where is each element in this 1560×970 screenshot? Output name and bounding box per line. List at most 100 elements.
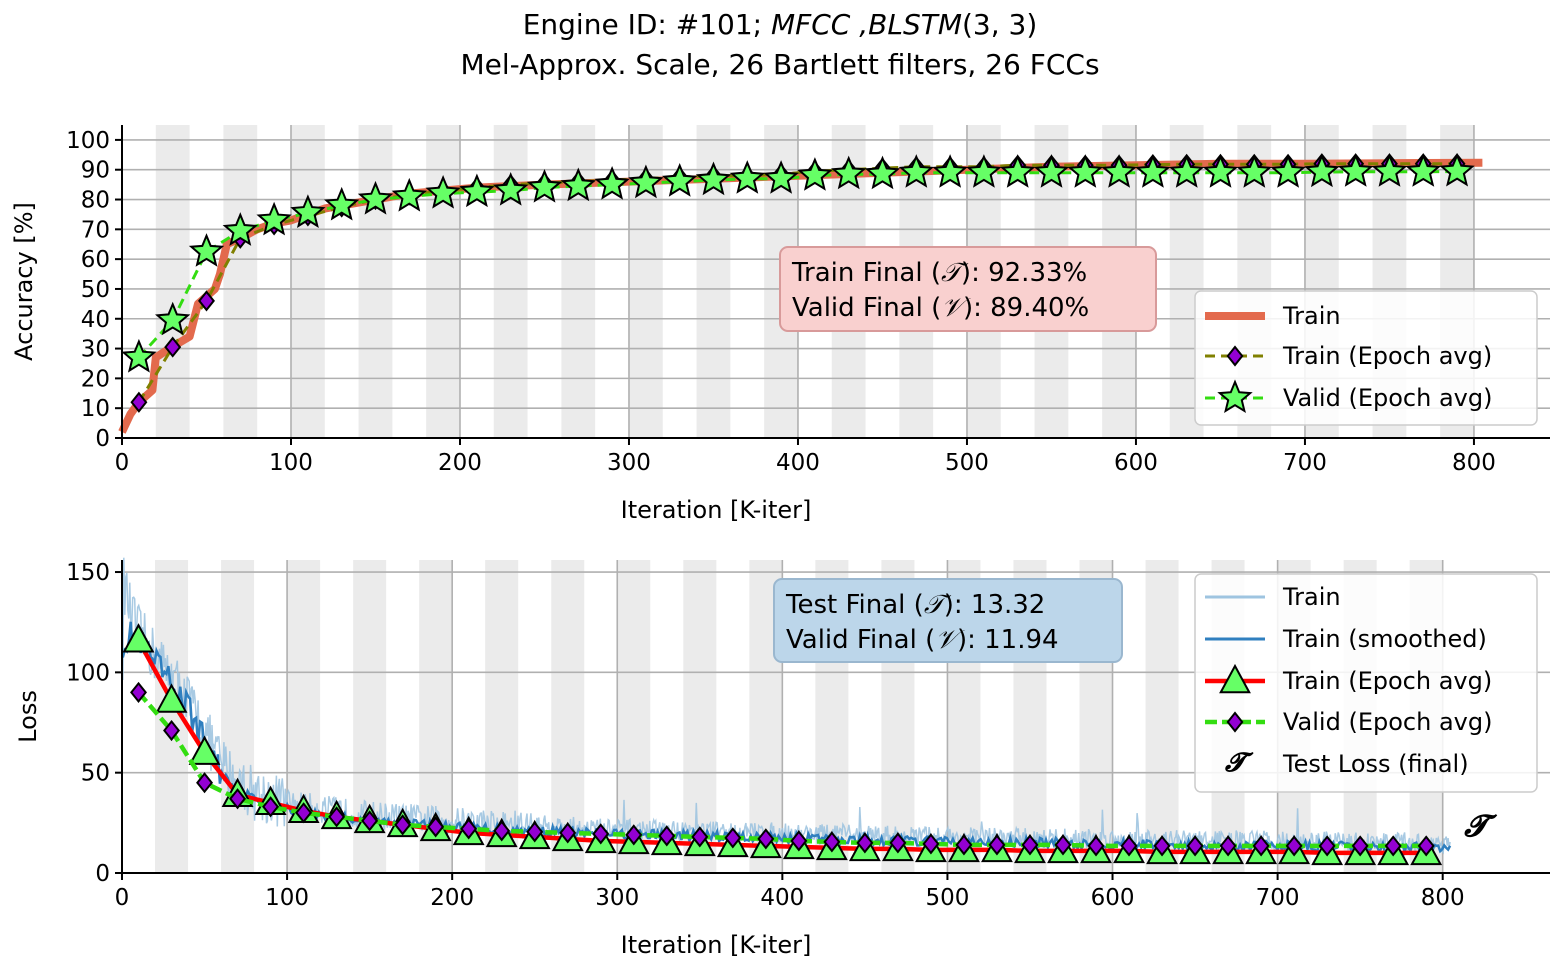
data-point-diamond bbox=[724, 827, 742, 849]
band bbox=[551, 560, 585, 873]
annotation-paren-open: ( bbox=[931, 293, 941, 323]
data-point-diamond bbox=[922, 833, 940, 855]
data-point-star bbox=[1304, 153, 1340, 188]
data-point-diamond bbox=[1252, 835, 1270, 857]
data-point-star bbox=[425, 174, 461, 209]
data-point-diamond bbox=[988, 834, 1006, 856]
legend-marker bbox=[1226, 711, 1244, 733]
data-point-diamond bbox=[592, 823, 610, 845]
y-tick-label: 150 bbox=[66, 560, 110, 586]
data-point-star bbox=[966, 154, 1002, 188]
y-tick-label: 10 bbox=[81, 396, 110, 422]
data-point-star bbox=[121, 338, 157, 373]
data-point-diamond bbox=[493, 820, 511, 842]
x-tick-label: 0 bbox=[115, 885, 130, 911]
data-point-diamond bbox=[856, 832, 874, 854]
loss-axes: 𝓣 0 100 200 300 400 500 600 700 800 0 50 100 150 Itera… bbox=[14, 557, 1550, 959]
series-valid-epoch-avg- bbox=[121, 152, 1475, 373]
y-tick-label: 0 bbox=[95, 426, 110, 452]
y-tick-label: 100 bbox=[66, 128, 110, 154]
annotation-paren-close: ) bbox=[963, 293, 973, 323]
x-tick-label: 300 bbox=[595, 885, 639, 911]
title-math: MFCC ,BLSTM bbox=[770, 8, 962, 41]
legend-label: Valid (Epoch avg) bbox=[1283, 384, 1492, 412]
x-tick-label: 600 bbox=[1114, 450, 1158, 476]
chart-title-line-1: Engine ID: #101; MFCC ,BLSTM(3, 3) bbox=[0, 8, 1560, 41]
annotation-background bbox=[773, 578, 1123, 663]
data-point-star bbox=[1371, 153, 1408, 187]
data-point-star bbox=[864, 155, 901, 190]
data-point-star bbox=[155, 301, 191, 336]
data-point-diamond bbox=[559, 822, 577, 844]
data-point-star bbox=[898, 154, 934, 188]
x-tick-label: 200 bbox=[430, 885, 474, 911]
legend-label: Train (smoothed) bbox=[1282, 625, 1487, 653]
annotation-box: Train Final (𝒯): 92.33% Valid Final (𝒱): … bbox=[779, 246, 1157, 332]
data-point-star bbox=[628, 164, 664, 199]
y-tick-label: 50 bbox=[81, 761, 110, 787]
data-point-star bbox=[1033, 154, 1070, 188]
x-tick-label: 700 bbox=[1283, 450, 1327, 476]
data-point-diamond bbox=[262, 796, 280, 818]
band bbox=[287, 560, 321, 873]
band bbox=[1145, 560, 1179, 873]
series-line bbox=[136, 690, 1427, 849]
series-valid-epoch-avg- bbox=[130, 681, 1435, 857]
x-tick-label: 0 bbox=[115, 450, 130, 476]
data-point-star bbox=[357, 180, 394, 215]
x-tick-label: 500 bbox=[945, 450, 989, 476]
data-point-diamond bbox=[1186, 835, 1204, 857]
y-tick-label: 80 bbox=[81, 188, 110, 214]
x-tick-label: 300 bbox=[607, 450, 651, 476]
data-point-diamond bbox=[229, 788, 247, 810]
series-train-epoch-avg- bbox=[122, 623, 1443, 866]
annotation-paren-open: ( bbox=[931, 258, 941, 288]
annotation-box: Test Final (𝒯): 13.32 Valid Final (𝒱): 11… bbox=[773, 578, 1123, 663]
series-line bbox=[137, 170, 1458, 359]
annotation-paren-close: ) bbox=[957, 625, 967, 655]
series-line bbox=[137, 162, 1458, 403]
y-axis-label: Accuracy [%] bbox=[10, 202, 38, 361]
chart-title-line-2: Mel-Approx. Scale, 26 Bartlett filters, … bbox=[460, 48, 1100, 81]
annotation-text: Valid Final (𝒱): 89.40% bbox=[792, 293, 1089, 323]
x-tick-label: 200 bbox=[438, 450, 482, 476]
data-point-star bbox=[493, 171, 529, 206]
annotation-text: Valid Final (𝒱): 11.94 bbox=[786, 625, 1059, 655]
legend-label: Train bbox=[1282, 302, 1341, 330]
data-point-star bbox=[1202, 154, 1239, 188]
annotation-text: Test Final (𝒯): 13.32 bbox=[785, 590, 1045, 620]
y-tick-label: 20 bbox=[81, 366, 110, 392]
data-point-star bbox=[797, 157, 833, 191]
data-point-star bbox=[1168, 154, 1205, 188]
legend-label: Valid (Epoch avg) bbox=[1283, 708, 1492, 736]
data-point-diamond bbox=[1318, 835, 1336, 857]
data-point-diamond bbox=[198, 290, 215, 312]
legend-frame bbox=[1194, 290, 1538, 426]
annotation-value: : 92.33% bbox=[971, 258, 1087, 288]
data-point-star bbox=[932, 154, 968, 188]
data-point-diamond bbox=[1153, 835, 1171, 857]
annotation-text: Train Final (𝒯): 92.33% bbox=[791, 258, 1087, 288]
data-point-star bbox=[256, 201, 292, 236]
data-point-diamond bbox=[757, 828, 775, 850]
data-point-star bbox=[188, 233, 225, 267]
data-point-diamond bbox=[394, 814, 412, 836]
title-prefix: Engine ID: #101; bbox=[522, 8, 771, 41]
x-tick-label: 500 bbox=[925, 885, 969, 911]
annotation-label: Valid Final bbox=[786, 625, 925, 655]
x-tick-label: 100 bbox=[265, 885, 309, 911]
data-point-diamond bbox=[691, 826, 709, 848]
data-point-diamond bbox=[164, 336, 182, 358]
annotation-paren-open: ( bbox=[914, 590, 924, 620]
band bbox=[493, 125, 528, 438]
data-point-diamond bbox=[130, 681, 147, 704]
legend-marker bbox=[1226, 345, 1244, 367]
annotation-value: : 89.40% bbox=[973, 293, 1089, 323]
x-tick-label: 100 bbox=[269, 450, 313, 476]
data-point-star bbox=[1135, 154, 1171, 188]
data-point-triangle bbox=[155, 683, 188, 713]
data-point-star bbox=[1000, 154, 1036, 188]
data-point-star bbox=[1270, 154, 1306, 188]
legend-marker bbox=[1219, 663, 1251, 694]
